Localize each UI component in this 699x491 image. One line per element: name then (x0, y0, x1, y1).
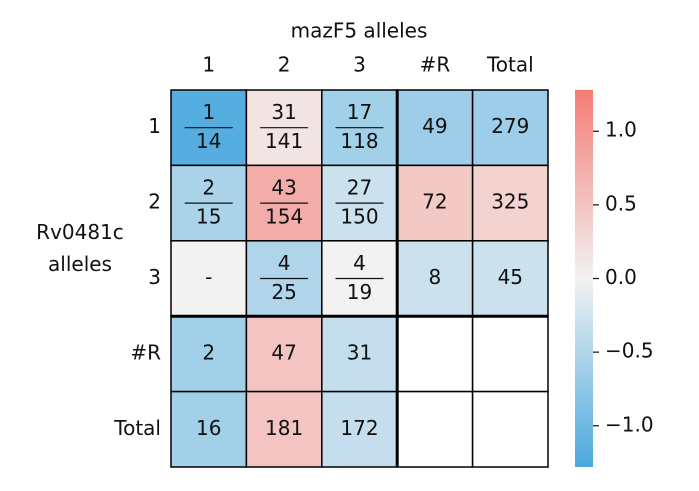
numerator: 2 (202, 176, 215, 200)
row-label: Total (113, 416, 161, 440)
numerator: 43 (271, 176, 296, 200)
denominator: 15 (196, 205, 221, 229)
denominator: 150 (340, 205, 378, 229)
cell-label: - (205, 265, 212, 289)
denominator: 118 (340, 129, 378, 153)
row-label: #R (130, 340, 161, 364)
cell-label: 172 (340, 416, 378, 440)
cell-label: 279 (491, 114, 529, 138)
colorbar-tick-label: 1.0 (605, 118, 637, 142)
cell (471, 164, 549, 242)
colorbar-tick-label: −1.0 (605, 412, 654, 436)
empty-cell (471, 315, 549, 393)
numerator: 17 (347, 100, 372, 124)
y-axis-label: Rv0481c alleles (36, 220, 124, 276)
cell-label: 181 (265, 416, 303, 440)
cell (170, 390, 248, 468)
colorbar-tick-label: 0.5 (605, 191, 637, 215)
cell (471, 240, 549, 317)
column-label: Total (486, 53, 534, 77)
cell-label: 47 (271, 340, 296, 364)
column-label: 2 (278, 53, 291, 77)
cell (471, 89, 549, 167)
denominator: 141 (265, 129, 303, 153)
cell (396, 89, 474, 167)
numerator: 4 (278, 251, 291, 275)
numerator: 4 (353, 251, 366, 275)
row-label: 3 (148, 265, 161, 289)
row-label: 1 (148, 114, 161, 138)
empty-cell (396, 390, 474, 468)
cell-label: 2 (202, 340, 215, 364)
empty-cell (471, 390, 549, 468)
column-label: 1 (202, 53, 215, 77)
cell-label: 16 (196, 416, 221, 440)
cell (321, 315, 398, 393)
cell-label: 8 (429, 265, 442, 289)
column-label: 3 (353, 53, 366, 77)
cell-label: 49 (422, 114, 447, 138)
column-label: #R (420, 53, 451, 77)
numerator: 31 (271, 100, 296, 124)
colorbar-tick-label: −0.5 (605, 339, 654, 363)
numerator: 1 (202, 100, 215, 124)
cell (245, 315, 323, 393)
empty-cell (396, 315, 474, 393)
denominator: 14 (196, 129, 221, 153)
denominator: 19 (347, 280, 372, 304)
cell-label: 31 (347, 340, 372, 364)
denominator: 25 (271, 280, 296, 304)
cell (245, 390, 323, 468)
numerator: 27 (347, 176, 372, 200)
colorbar (575, 90, 593, 467)
row-label: 2 (148, 190, 161, 214)
colorbar-tick-label: 0.0 (605, 265, 637, 289)
chart-title: mazF5 alleles (291, 19, 428, 43)
cell-label: 45 (498, 265, 523, 289)
cell-label: 325 (491, 190, 529, 214)
cell-label: 72 (422, 190, 447, 214)
denominator: 154 (265, 205, 303, 229)
